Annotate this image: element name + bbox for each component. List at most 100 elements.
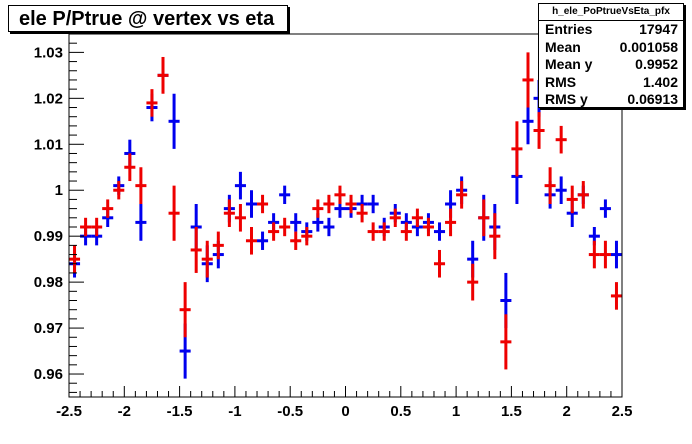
stats-row-entries: Entries 17947: [539, 21, 683, 39]
stats-row-mean: Mean 0.001058: [539, 39, 683, 57]
data-point: [533, 112, 545, 149]
data-point: [389, 208, 401, 227]
data-point: [190, 226, 202, 273]
title-box: ele P/Ptrue @ vertex vs eta: [8, 5, 288, 32]
data-point: [113, 181, 125, 200]
data-point: [433, 222, 446, 241]
data-point: [257, 231, 269, 250]
y-tick-label: 0.99: [34, 228, 63, 245]
data-point: [433, 249, 446, 278]
data-point: [566, 185, 578, 214]
x-tick-label: 1: [452, 403, 460, 420]
x-tick-label: -1: [228, 403, 241, 420]
data-point: [234, 204, 246, 232]
data-point: [555, 125, 567, 154]
data-point: [179, 282, 191, 338]
data-point: [279, 217, 291, 237]
data-point: [223, 199, 235, 227]
stats-label: Mean: [545, 38, 581, 55]
y-tick-label: 0.98: [34, 274, 63, 291]
data-point: [69, 245, 81, 273]
data-point: [245, 226, 258, 255]
stats-label: Mean y: [545, 56, 593, 72]
data-point: [234, 171, 246, 200]
data-point: [279, 185, 291, 205]
data-point: [135, 167, 147, 205]
x-tick-label: 0: [341, 403, 349, 420]
data-point: [312, 199, 324, 218]
stats-value: 0.06913: [627, 91, 678, 107]
data-point: [168, 185, 180, 241]
data-point: [378, 222, 390, 241]
data-point: [102, 199, 114, 218]
stats-histogram-name: h_ele_PoPtrueVsEta_pfx: [539, 4, 683, 21]
stats-value: 0.9952: [635, 56, 678, 72]
series-1: [69, 52, 622, 370]
stats-value: 1.402: [642, 73, 678, 90]
data-point: [544, 167, 556, 205]
data-point: [124, 153, 136, 182]
data-point: [588, 240, 600, 269]
stats-label: Entries: [545, 21, 593, 37]
data-point: [345, 194, 357, 214]
x-tick-label: 1.5: [501, 403, 522, 420]
stats-row-rms-y: RMS y 0.06913: [539, 91, 683, 109]
data-point: [290, 231, 302, 250]
x-tick-label: -1.5: [167, 403, 193, 420]
x-tick-label: -0.5: [277, 403, 303, 420]
y-tick-label: 1: [55, 182, 63, 199]
data-point: [599, 240, 611, 269]
data-point: [356, 204, 368, 223]
stats-box: h_ele_PoPtrueVsEta_pfx Entries 17947 Mea…: [538, 3, 684, 108]
data-point: [599, 199, 611, 218]
data-point: [157, 56, 169, 94]
stats-value: 0.001058: [619, 38, 678, 55]
data-point: [445, 208, 457, 237]
stats-label: RMS y: [545, 91, 588, 107]
data-point: [91, 217, 103, 237]
x-tick-label: 2: [563, 403, 571, 420]
y-tick-label: 0.96: [34, 366, 63, 383]
y-tick-label: 0.97: [34, 320, 63, 337]
data-point: [245, 190, 258, 218]
data-point: [489, 213, 501, 260]
x-tick-label: 2.5: [612, 403, 633, 420]
data-point: [323, 217, 335, 237]
data-point: [478, 199, 490, 237]
data-point: [610, 240, 622, 269]
x-tick-label: 0.5: [390, 403, 411, 420]
data-point: [268, 222, 280, 241]
data-point: [610, 282, 622, 310]
data-point: [334, 185, 346, 205]
data-point: [168, 93, 180, 149]
data-point: [411, 208, 423, 227]
data-marks: [69, 52, 622, 379]
data-point: [367, 194, 379, 214]
axes: -2.5 -2 -1.5 -1 -0.5 0 0.5 1 1.5 2 2.5 0.96 0.97 0.98…: [34, 33, 633, 420]
data-point: [367, 222, 379, 241]
stats-row-rms: RMS 1.402: [539, 74, 683, 92]
data-point: [422, 217, 434, 237]
data-point: [301, 226, 313, 246]
data-point: [212, 231, 224, 260]
data-point: [290, 213, 302, 232]
data-point: [135, 204, 147, 241]
data-point: [400, 222, 412, 241]
data-point: [467, 263, 479, 301]
data-point: [323, 194, 335, 214]
y-tick-label: 1.03: [34, 44, 63, 61]
x-tick-label: -2: [118, 403, 131, 420]
data-point: [500, 314, 512, 370]
data-point: [555, 176, 567, 205]
data-point: [522, 52, 534, 108]
stats-label: RMS: [545, 73, 577, 90]
data-point: [257, 194, 269, 214]
data-point: [456, 181, 468, 209]
data-point: [201, 240, 213, 278]
y-tick-label: 1.01: [34, 136, 63, 153]
stats-row-mean-y: Mean y 0.9952: [539, 56, 683, 74]
data-point: [80, 217, 92, 237]
stats-value: 17947: [639, 21, 678, 37]
data-point: [511, 121, 523, 177]
